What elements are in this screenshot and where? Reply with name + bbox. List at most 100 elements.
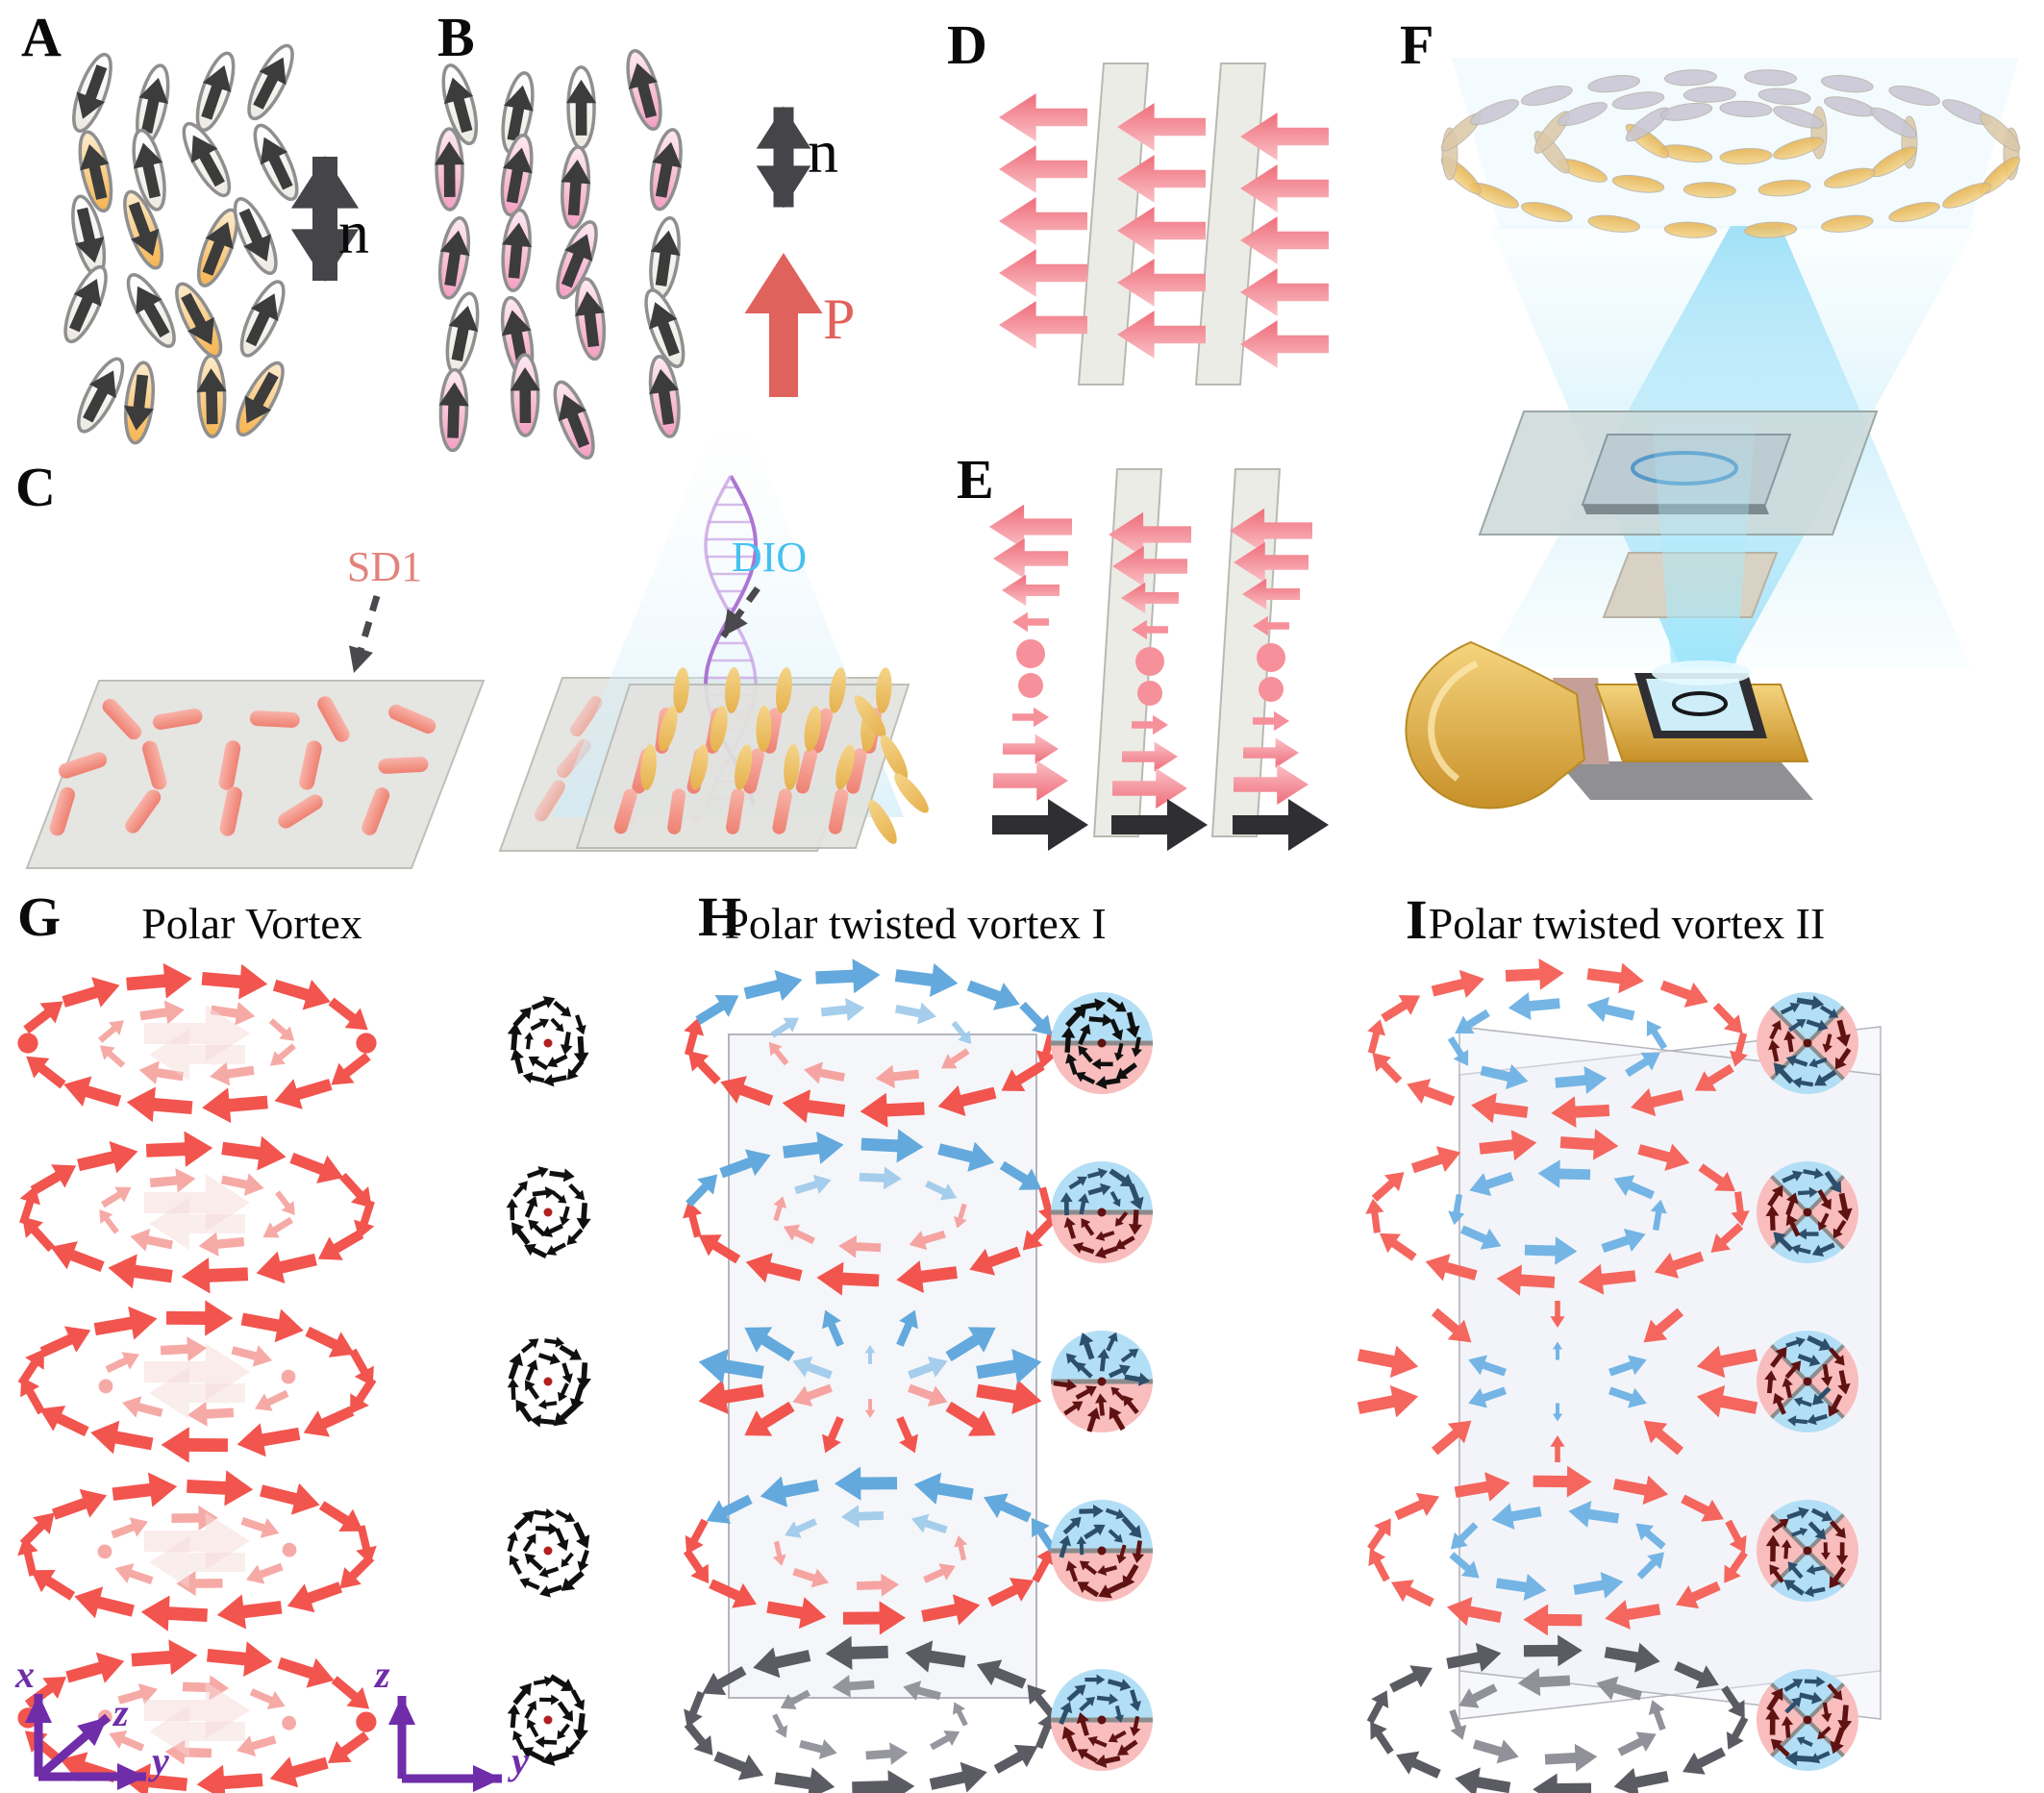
arrow-glyph <box>549 1168 575 1183</box>
sd1-rod <box>102 698 142 740</box>
arrow-glyph <box>1770 1346 1787 1368</box>
lc-molecule <box>78 130 113 213</box>
lc-molecule <box>239 280 286 358</box>
arrow-glyph <box>221 1135 287 1171</box>
aligned-rod <box>725 788 745 834</box>
arrow-glyph <box>101 1186 132 1208</box>
lc-molecule <box>565 65 597 150</box>
arrow-glyph <box>532 1186 556 1199</box>
vortex-ring-molecule <box>1587 75 1641 93</box>
arrow-glyph <box>1505 959 1564 990</box>
inset-center-dot <box>543 1377 553 1386</box>
arrow-glyph <box>1601 1228 1646 1254</box>
dio-molecule <box>835 744 855 790</box>
arrow-glyph <box>1243 737 1299 768</box>
panel-d-uniform-polarization <box>999 62 1329 386</box>
polarization-arrow <box>999 301 1087 349</box>
arrow-glyph <box>1807 1334 1832 1352</box>
vortex-ring-molecule <box>1663 221 1717 238</box>
arrow-glyph <box>1643 1307 1684 1343</box>
beam-core <box>1652 423 1756 663</box>
arrow-glyph <box>1372 1053 1403 1083</box>
arrow-glyph <box>1786 1415 1808 1427</box>
arrow-glyph <box>875 1064 920 1088</box>
sd1-rod <box>219 786 242 836</box>
arrow-glyph <box>1027 1684 1057 1719</box>
arrow-glyph <box>1806 1564 1827 1576</box>
arrow-glyph <box>683 1548 710 1584</box>
arrow-glyph <box>20 1377 45 1415</box>
polarity-arrow <box>253 57 287 110</box>
lc-molecule <box>438 367 469 453</box>
arrow-glyph <box>929 1761 987 1793</box>
arrow-glyph <box>1095 1231 1115 1241</box>
arrow-glyph <box>512 1730 525 1750</box>
arrow-glyph <box>1450 1522 1479 1550</box>
polarity-arrow <box>136 286 170 338</box>
arrow-glyph <box>1675 1581 1721 1609</box>
arrow-glyph <box>709 1579 758 1608</box>
arrow-glyph <box>1122 741 1178 772</box>
lc-molecule <box>445 291 480 375</box>
arrow-glyph <box>1019 1001 1053 1036</box>
arrow-glyph <box>98 1020 125 1043</box>
arrow-glyph <box>549 1674 575 1692</box>
arrow-glyph <box>1551 1096 1610 1128</box>
arrow-glyph <box>859 1166 902 1190</box>
arrow-glyph <box>794 1174 832 1195</box>
arrow-glyph <box>1769 1564 1784 1583</box>
arrow-glyph <box>698 1349 764 1384</box>
arrow-glyph <box>1012 611 1049 633</box>
arrow-glyph <box>328 997 368 1031</box>
arrow-glyph <box>1780 1002 1801 1015</box>
arrow-glyph <box>17 1349 44 1386</box>
arrow-glyph <box>1635 1523 1666 1550</box>
arrow-glyph <box>1773 1392 1786 1415</box>
lc-molecule <box>182 121 232 198</box>
arrow-glyph <box>573 1035 589 1065</box>
arrow-glyph <box>539 1694 560 1706</box>
lc-molecule <box>233 197 278 276</box>
arrow-glyph <box>1075 1071 1096 1084</box>
lc-molecule <box>556 220 598 300</box>
arrow-glyph <box>531 996 556 1010</box>
arrow-glyph <box>196 1764 263 1793</box>
arrow-glyph <box>527 1166 549 1179</box>
arrow-glyph <box>1820 1363 1833 1386</box>
arrow-glyph <box>1379 1233 1417 1261</box>
arrow-glyph <box>537 1353 561 1365</box>
inset-center-dot <box>543 1208 553 1217</box>
arrow-glyph <box>240 1308 304 1343</box>
arrow-glyph <box>1785 1336 1806 1348</box>
arrow-glyph <box>538 1566 560 1578</box>
arrow-endon-dot <box>282 1715 296 1731</box>
arrow-glyph <box>952 1702 968 1727</box>
arrow-glyph <box>743 970 803 1002</box>
arrow-glyph <box>1455 1767 1511 1793</box>
arrow-glyph <box>1696 1384 1758 1418</box>
arrow-glyph <box>1835 1542 1849 1565</box>
arrow-glyph <box>521 1747 545 1762</box>
arrow-glyph <box>1480 1063 1529 1090</box>
arrow-glyph <box>567 1059 585 1081</box>
arrow-glyph <box>1784 1697 1802 1714</box>
polarity-arrow <box>438 382 469 438</box>
inset-center-dot <box>1803 1208 1812 1217</box>
arrow-glyph <box>149 1029 245 1081</box>
arrow-glyph <box>1365 1198 1384 1233</box>
arrow-glyph <box>507 1531 518 1553</box>
arrow-glyph <box>220 1173 264 1197</box>
arrow-glyph <box>1810 1507 1833 1522</box>
arrow-glyph <box>685 1174 718 1208</box>
polarity-arrow <box>83 370 116 423</box>
arrow-endon-dot <box>1259 677 1284 702</box>
arrow-glyph <box>339 1554 375 1589</box>
arrow-glyph <box>520 1338 539 1354</box>
arrow-glyph <box>1797 1354 1821 1367</box>
arrow-glyph <box>1117 1739 1138 1756</box>
arrow-glyph <box>303 1406 355 1437</box>
arrow-glyph <box>1087 1183 1111 1196</box>
arrow-glyph <box>1771 1518 1789 1533</box>
vortex-ring-molecule <box>1659 102 1713 121</box>
lc-molecule <box>123 361 156 445</box>
